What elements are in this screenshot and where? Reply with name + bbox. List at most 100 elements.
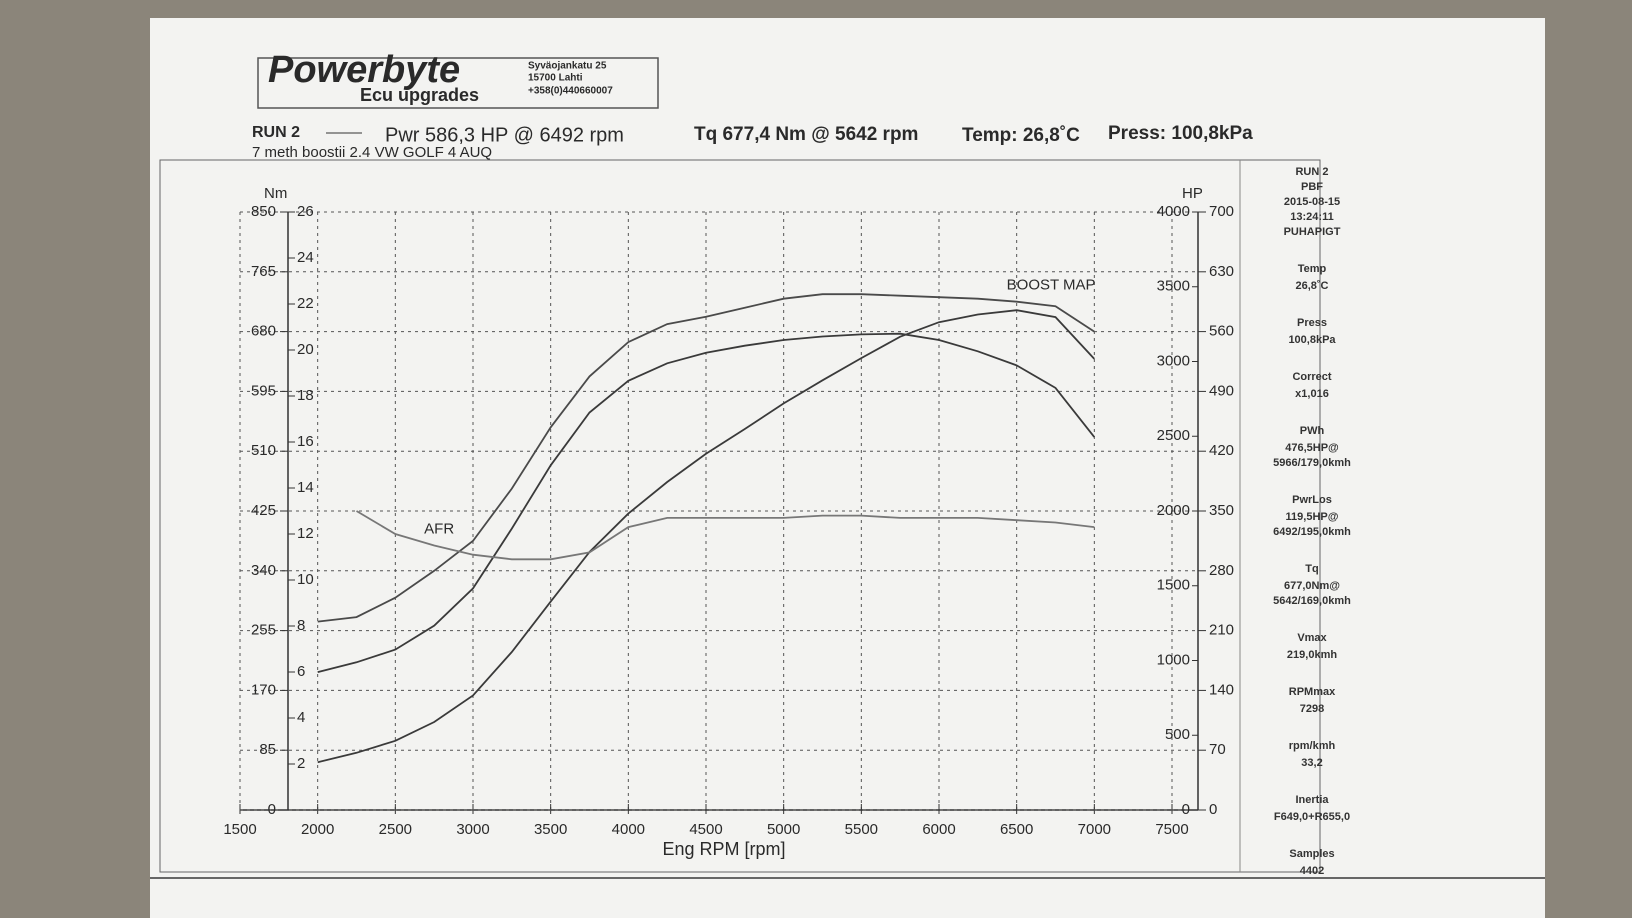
x-tick-label: 5000 bbox=[767, 821, 800, 838]
field-label: Samples bbox=[1289, 848, 1334, 860]
y-tick-label: 170 bbox=[251, 681, 276, 698]
y2-tick-label: 350 bbox=[1209, 502, 1234, 519]
field-label: Press bbox=[1297, 317, 1327, 329]
field-label: RPMmax bbox=[1289, 686, 1336, 698]
y4-tick-label: 1500 bbox=[1157, 577, 1190, 594]
y3-tick-label: 18 bbox=[297, 387, 314, 404]
field-value: 100,8kPa bbox=[1288, 334, 1336, 346]
x-tick-label: 3000 bbox=[456, 821, 489, 838]
y-tick-label: 510 bbox=[251, 442, 276, 459]
y-tick-label: 425 bbox=[251, 502, 276, 519]
y2-axis-label: HP bbox=[1182, 185, 1203, 202]
y-tick-label: 595 bbox=[251, 382, 276, 399]
field-value: 4402 bbox=[1300, 865, 1324, 877]
x-tick-label: 1500 bbox=[223, 821, 256, 838]
x-tick-label: 3500 bbox=[534, 821, 567, 838]
y2-tick-label: 70 bbox=[1209, 741, 1226, 758]
y2-tick-label: 420 bbox=[1209, 442, 1234, 459]
y2-tick-label: 700 bbox=[1209, 203, 1234, 220]
run-info: 2015-08-15 bbox=[1284, 196, 1340, 208]
brand: Powerbyte bbox=[268, 49, 460, 91]
y-tick-label: 765 bbox=[251, 263, 276, 280]
chart-frame bbox=[159, 159, 1321, 873]
y3-tick-label: 10 bbox=[297, 571, 314, 588]
x-tick-label: 4500 bbox=[689, 821, 722, 838]
y3-tick-label: 4 bbox=[297, 709, 305, 726]
y4-tick-label: 4000 bbox=[1157, 203, 1190, 220]
y3-tick-label: 2 bbox=[297, 755, 305, 772]
field-value: 6492/195,0kmh bbox=[1273, 526, 1351, 538]
y4-tick-label: 0 bbox=[1182, 801, 1190, 818]
power-summary: Pwr 586,3 HP @ 6492 rpm bbox=[385, 124, 624, 146]
y3-tick-label: 12 bbox=[297, 525, 314, 542]
y2-tick-label: 490 bbox=[1209, 382, 1234, 399]
series-line bbox=[317, 309, 1095, 764]
x-tick-label: 2000 bbox=[301, 821, 334, 838]
logo-box bbox=[257, 57, 659, 109]
y-axis-label: Nm bbox=[264, 185, 287, 202]
y4-tick-label: 500 bbox=[1165, 726, 1190, 743]
x-tick-label: 4000 bbox=[612, 821, 645, 838]
y2-tick-label: 210 bbox=[1209, 622, 1234, 639]
field-label: Tq bbox=[1305, 563, 1318, 575]
address-line: +358(0)440660007 bbox=[528, 86, 613, 97]
y4-tick-label: 1000 bbox=[1157, 651, 1190, 668]
address-line: Syväojankatu 25 bbox=[528, 61, 607, 72]
field-value: 7298 bbox=[1300, 703, 1324, 715]
run-info: PUHAPIGT bbox=[1284, 226, 1341, 238]
y2-tick-label: 0 bbox=[1209, 801, 1217, 818]
temp-summary: Temp: 26,8˚C bbox=[962, 125, 1080, 146]
field-value: 119,5HP@ bbox=[1286, 511, 1339, 523]
y3-tick-label: 16 bbox=[297, 433, 314, 450]
tagline: Ecu upgrades bbox=[360, 85, 479, 105]
field-value: x1,016 bbox=[1295, 388, 1329, 400]
run-info: 13:24:11 bbox=[1290, 211, 1333, 223]
series-line bbox=[356, 510, 1095, 561]
y-tick-label: 85 bbox=[259, 741, 276, 758]
y3-tick-label: 8 bbox=[297, 617, 305, 634]
field-value: 5966/179,0kmh bbox=[1273, 457, 1351, 469]
x-tick-label: 5500 bbox=[845, 821, 878, 838]
field-value: 26,8˚C bbox=[1295, 280, 1328, 292]
run-label: RUN 2 bbox=[252, 124, 300, 141]
y4-tick-label: 2500 bbox=[1157, 427, 1190, 444]
y-tick-label: 680 bbox=[251, 323, 276, 340]
field-value: 5642/169,0kmh bbox=[1273, 595, 1351, 607]
run-description: 7 meth boostii 2.4 VW GOLF 4 AUQ bbox=[252, 144, 492, 161]
x-axis-label: Eng RPM [rpm] bbox=[662, 839, 785, 859]
series-label: BOOST MAP bbox=[1007, 277, 1096, 294]
field-label: rpm/kmh bbox=[1289, 740, 1336, 752]
y3-tick-label: 20 bbox=[297, 341, 314, 358]
x-tick-label: 7500 bbox=[1155, 821, 1188, 838]
address-line: 15700 Lahti bbox=[528, 73, 583, 84]
field-value: 677,0Nm@ bbox=[1284, 580, 1340, 592]
x-tick-label: 7000 bbox=[1078, 821, 1111, 838]
y-tick-label: 255 bbox=[251, 622, 276, 639]
y2-tick-label: 140 bbox=[1209, 681, 1234, 698]
field-label: Correct bbox=[1292, 371, 1331, 383]
y4-tick-label: 3500 bbox=[1157, 278, 1190, 295]
y2-tick-label: 630 bbox=[1209, 263, 1234, 280]
run-info: RUN 2 bbox=[1295, 166, 1328, 178]
x-tick-label: 6500 bbox=[1000, 821, 1033, 838]
y3-tick-label: 14 bbox=[297, 479, 314, 496]
run-info: PBF bbox=[1301, 181, 1323, 193]
y3-tick-label: 26 bbox=[297, 203, 314, 220]
y3-tick-label: 22 bbox=[297, 295, 314, 312]
y-tick-label: 0 bbox=[268, 801, 276, 818]
series-line bbox=[317, 332, 1096, 673]
field-label: PWh bbox=[1300, 425, 1325, 437]
series-label: AFR bbox=[424, 520, 454, 537]
field-value: 476,5HP@ bbox=[1285, 442, 1339, 454]
field-label: PwrLos bbox=[1292, 494, 1332, 506]
y4-tick-label: 3000 bbox=[1157, 352, 1190, 369]
y3-tick-label: 24 bbox=[297, 249, 314, 266]
press-summary: Press: 100,8kPa bbox=[1108, 123, 1253, 144]
torque-summary: Tq 677,4 Nm @ 5642 rpm bbox=[694, 124, 918, 145]
field-value: 219,0kmh bbox=[1287, 649, 1337, 661]
field-label: Inertia bbox=[1295, 794, 1329, 806]
series-line bbox=[317, 293, 1095, 623]
y2-tick-label: 560 bbox=[1209, 323, 1234, 340]
